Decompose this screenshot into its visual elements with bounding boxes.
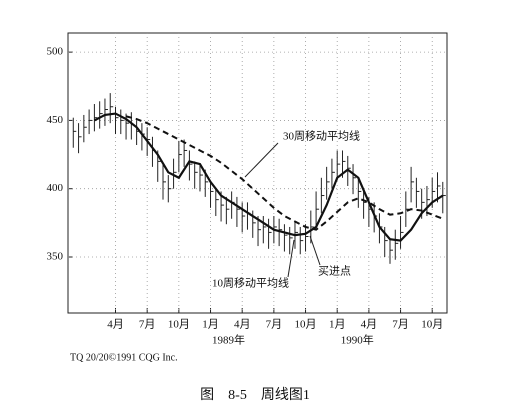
x-tick-label: 4月 xyxy=(234,319,251,331)
arrow xyxy=(287,239,295,278)
x-tick-label: 10月 xyxy=(295,319,317,331)
x-tick-label: 10月 xyxy=(421,319,443,331)
moving-average xyxy=(125,115,444,231)
arrow xyxy=(244,142,279,178)
x-tick-label: 4月 xyxy=(361,319,378,331)
plot-frame xyxy=(67,32,448,314)
x-tick-label: 7月 xyxy=(392,319,409,331)
arrow xyxy=(309,235,321,266)
annotation-buy-point: 买进点 xyxy=(318,265,351,278)
y-tick-label: 400 xyxy=(47,182,64,194)
year-label: 1989年 xyxy=(212,333,245,347)
caption: 图 8-5 周线图1 xyxy=(200,387,310,403)
y-tick-label: 500 xyxy=(47,46,64,58)
x-tick-label: 1月 xyxy=(329,319,346,331)
year-label: 1990年 xyxy=(341,333,374,347)
y-tick-label: 350 xyxy=(47,251,64,263)
annotation-ma30: 30周移动平均线 xyxy=(283,129,360,143)
x-tick-label: 7月 xyxy=(266,319,283,331)
annotation-ma10: 10周移动平均线 xyxy=(212,276,289,290)
moving-average xyxy=(93,112,444,242)
x-tick-label: 7月 xyxy=(139,319,156,331)
x-tick-label: 1月 xyxy=(202,319,219,331)
y-tick-label: 450 xyxy=(47,114,64,126)
x-tick-label: 4月 xyxy=(107,319,124,331)
credit: TQ 20/20©1991 CQG Inc. xyxy=(70,352,178,363)
x-tick-label: 10月 xyxy=(168,319,190,331)
